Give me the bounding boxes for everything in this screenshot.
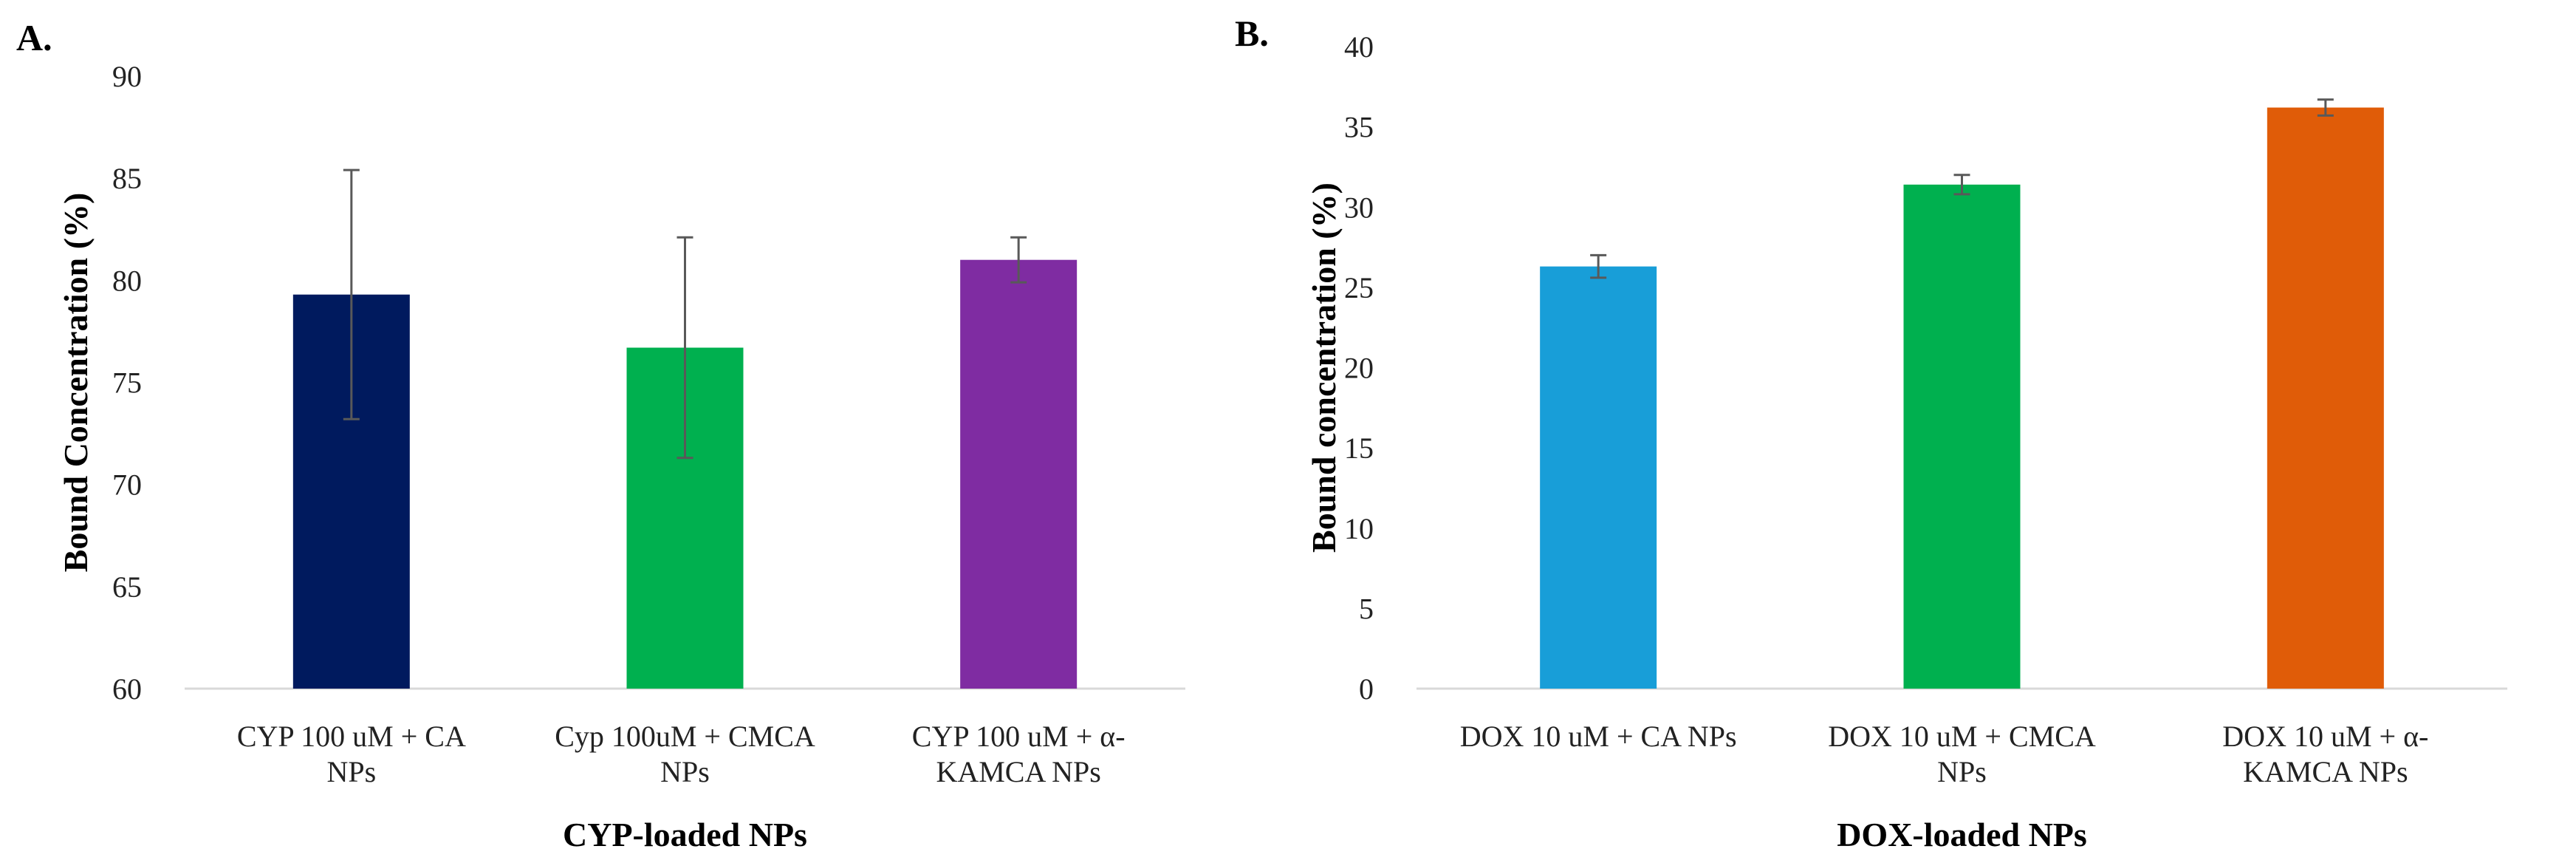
- y-tick-label: 90: [112, 60, 142, 93]
- y-tick-label: 70: [112, 468, 142, 502]
- bar: [1903, 184, 2021, 689]
- y-axis-title: Bound Concentration (%): [57, 193, 95, 573]
- y-tick-label: 5: [1359, 592, 1374, 625]
- category-label: Cyp 100uM + CMCA: [555, 720, 815, 753]
- category-label: NPs: [326, 755, 376, 788]
- category-label: KAMCA NPs: [936, 755, 1100, 788]
- y-tick-label: 15: [1344, 432, 1374, 465]
- y-axis-title: Bound concentration (%): [1305, 183, 1343, 553]
- category-label: CYP 100 uM + α-: [912, 720, 1126, 753]
- panel-label: A.: [16, 17, 52, 58]
- y-tick-label: 75: [112, 366, 142, 400]
- category-label: DOX 10 uM + α-: [2222, 720, 2428, 753]
- category-label: DOX 10 uM + CMCA: [1828, 720, 2096, 753]
- bar: [960, 259, 1078, 689]
- y-tick-label: 30: [1344, 191, 1374, 224]
- x-axis-title: DOX-loaded NPs: [1837, 816, 2087, 853]
- y-tick-label: 25: [1344, 271, 1374, 304]
- bar: [2267, 107, 2384, 689]
- y-tick-label: 40: [1344, 30, 1374, 64]
- y-tick-label: 65: [112, 570, 142, 604]
- y-tick-label: 80: [112, 264, 142, 297]
- x-axis-title: CYP-loaded NPs: [563, 816, 807, 853]
- bar: [1540, 266, 1657, 689]
- category-label: KAMCA NPs: [2243, 755, 2408, 788]
- panel-label: B.: [1235, 13, 1269, 54]
- y-tick-label: 0: [1359, 672, 1374, 706]
- y-tick-label: 35: [1344, 111, 1374, 144]
- category-label: CYP 100 uM + CA: [237, 720, 466, 753]
- y-tick-label: 20: [1344, 352, 1374, 385]
- category-label: NPs: [1937, 755, 1987, 788]
- y-tick-label: 60: [112, 672, 142, 706]
- y-tick-label: 10: [1344, 512, 1374, 545]
- category-label: DOX 10 uM + CA NPs: [1460, 720, 1737, 753]
- y-tick-label: 85: [112, 162, 142, 195]
- category-label: NPs: [660, 755, 710, 788]
